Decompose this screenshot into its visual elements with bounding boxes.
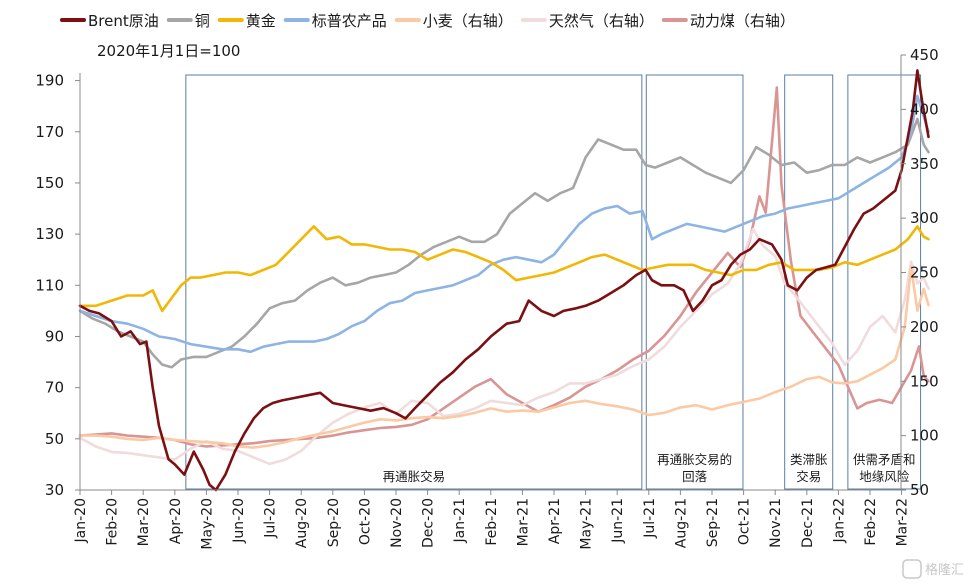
x-tick-label: Jun-21 [610, 498, 626, 544]
right-y-tick-label: 200 [910, 318, 939, 336]
x-tick-label: Mar-20 [136, 498, 152, 546]
right-y-tick-label: 400 [910, 100, 939, 118]
x-tick-label: Feb-22 [863, 498, 879, 546]
left-y-tick-label: 90 [45, 327, 64, 345]
x-tick-label: Apr-20 [168, 498, 184, 544]
series-line-铜 [78, 117, 930, 369]
left-y-tick-label: 170 [35, 123, 64, 141]
x-ticks: Jan-20 Feb-20 Mar-20 Apr-20 May-20 Jun-20 Jul-… [73, 490, 911, 550]
series-line-动力煤-右轴 [78, 86, 930, 448]
base-date-note: 2020年1月1日=100 [97, 42, 240, 60]
right-y-tick-label: 350 [910, 155, 939, 173]
annotation-box-再通胀交易的回落 [645, 74, 744, 490]
x-tick-label: Jan-22 [831, 498, 847, 543]
x-tick-label: Jun-20 [231, 498, 247, 544]
right-y-tick-label: 150 [910, 372, 939, 390]
right-y-tick-label: 250 [910, 264, 939, 282]
x-tick-label: Nov-21 [768, 498, 784, 548]
left-y-tick-label: 190 [35, 72, 64, 90]
x-tick-label: Feb-20 [105, 498, 121, 546]
x-tick-label: Jan-21 [452, 498, 468, 543]
left-y-tick-label: 110 [35, 276, 64, 294]
right-y-tick-label: 450 [910, 46, 939, 64]
left-y-tick-label: 50 [45, 430, 64, 448]
legend-label-动力煤-右轴: 动力煤（右轴） [690, 12, 795, 30]
legend: Brent原油 铜 黄金 标普农产品 小麦（右轴） 天然气（右轴） 动力煤（右轴） [60, 12, 795, 30]
annotation-label: 再通胀交易的回落 [657, 452, 732, 484]
annotation-box-类滞胀交易 [784, 74, 834, 490]
series-line-天然气-右轴 [78, 227, 930, 466]
x-tick-label: Oct-20 [357, 498, 373, 545]
x-tick-label: Mar-22 [895, 498, 911, 546]
watermark-logo-icon [902, 559, 922, 579]
legend-label-小麦-右轴: 小麦（右轴） [423, 12, 513, 30]
x-tick-label: Aug-21 [673, 498, 689, 548]
right-y-ticks: 50 100 150 200 250 300 350 400 450 [901, 46, 939, 499]
series-line-小麦-右轴 [78, 265, 930, 449]
x-tick-label: Nov-20 [389, 498, 405, 548]
x-tick-label: May-21 [579, 498, 595, 550]
x-tick-label: Sep-20 [326, 498, 342, 547]
legend-label-Brent原油: Brent原油 [88, 12, 159, 30]
x-tick-label: Jan-20 [73, 498, 89, 543]
series-line-Brent原油 [78, 69, 930, 492]
annotation-box-再通胀交易 [185, 74, 643, 490]
x-tick-label: Oct-21 [737, 498, 753, 545]
legend-label-天然气-右轴: 天然气（右轴） [549, 12, 654, 30]
left-y-tick-label: 130 [35, 225, 64, 243]
legend-label-铜: 铜 [195, 12, 210, 30]
x-tick-label: Dec-21 [800, 498, 816, 548]
watermark: 格隆汇 [902, 559, 964, 579]
watermark-text: 格隆汇 [925, 562, 964, 578]
series-line-黄金 [78, 225, 930, 313]
x-tick-label: May-20 [199, 498, 215, 550]
annotation-label: 再通胀交易 [383, 469, 446, 484]
legend-label-黄金: 黄金 [246, 12, 276, 30]
annotation-label: 类滞胀交易 [790, 452, 828, 484]
series-lines [78, 69, 930, 492]
annotation-label: 供需矛盾和地缘风险 [853, 452, 916, 484]
x-tick-label: Apr-21 [547, 498, 563, 544]
x-tick-label: Dec-20 [421, 498, 437, 548]
left-y-tick-label: 70 [45, 379, 64, 397]
x-tick-label: Mar-21 [515, 498, 531, 546]
x-tick-label: Aug-20 [294, 498, 310, 548]
right-y-tick-label: 300 [910, 209, 939, 227]
left-y-ticks: 30 50 70 90 110 130 150 170 190 [35, 72, 80, 499]
left-y-tick-label: 150 [35, 174, 64, 192]
left-y-tick-label: 30 [45, 481, 64, 499]
x-tick-label: Sep-21 [705, 498, 721, 547]
x-tick-label: Feb-21 [484, 498, 500, 546]
legend-label-标普农产品: 标普农产品 [312, 12, 387, 30]
x-tick-label: Jul-20 [263, 498, 279, 539]
right-y-tick-label: 50 [910, 481, 929, 499]
x-tick-label: Jul-21 [642, 498, 658, 539]
right-y-tick-label: 100 [910, 427, 939, 445]
series-line-标普农产品 [78, 94, 930, 354]
